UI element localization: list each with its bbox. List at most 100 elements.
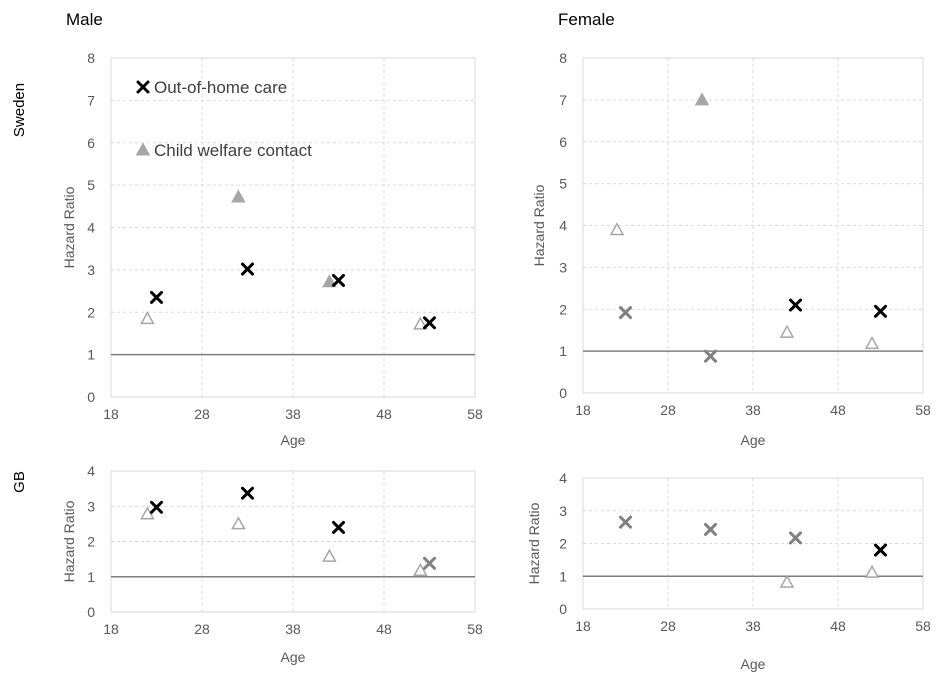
child-welfare-point [322,548,337,562]
child-welfare-point [231,189,246,203]
x-tick-label: 38 [745,402,761,418]
y-tick-label: 5 [559,176,567,192]
child-welfare-point [140,311,155,325]
out-of-home-care-point [704,349,717,363]
x-axis-label: Age [281,649,306,665]
out-of-home-care-point [704,522,717,536]
x-tick-label: 28 [194,406,210,422]
x-tick-label: 18 [575,402,591,418]
row-label-sweden: Sweden [11,83,28,137]
child-welfare-point [864,564,880,578]
x-tick-label: 48 [376,621,392,637]
child-welfare-point [609,222,625,236]
out-of-home-care-point [789,298,802,312]
out-of-home-care-point [150,290,163,304]
out-of-home-care-point [874,543,887,557]
x-tick-label: 18 [103,406,119,422]
out-of-home-care-point [619,306,632,320]
legend: Out-of-home care Child welfare contact [135,78,312,160]
x-axis-label: Age [281,432,306,448]
y-tick-label: 5 [87,177,95,193]
x-tick-label: 38 [285,406,301,422]
y-tick-label: 4 [87,220,95,236]
x-tick-label: 28 [194,621,210,637]
y-tick-label: 1 [559,568,567,584]
y-tick-label: 0 [87,604,95,620]
col-title-female: Female [558,10,615,29]
row-label-gb: GB [11,471,28,493]
x-tick-label: 48 [830,618,846,634]
y-axis-label: Hazard Ratio [531,184,547,266]
y-tick-label: 8 [87,50,95,66]
out-of-home-care-point [874,304,887,318]
x-tick-label: 28 [660,402,676,418]
child-welfare-point [322,274,337,288]
y-tick-label: 2 [559,536,567,552]
y-tick-label: 3 [559,259,567,275]
col-title-male: Male [66,10,103,29]
y-tick-label: 2 [87,534,95,550]
x-tick-label: 48 [830,402,846,418]
y-tick-label: 7 [87,92,95,108]
child-welfare-point [864,336,880,350]
out-of-home-care-point [241,262,254,276]
y-tick-label: 3 [87,498,95,514]
y-tick-label: 0 [559,385,567,401]
x-tick-label: 58 [467,621,483,637]
panel-2: 18 28 38 48 58 0 1 2 3 4 Age Hazard Ratio [61,463,483,665]
y-tick-label: 0 [87,389,95,405]
x-tick-label: 38 [745,618,761,634]
y-tick-label: 6 [87,135,95,151]
x-tick-label: 28 [660,618,676,634]
legend-label: Child welfare contact [154,141,312,160]
y-tick-label: 4 [87,463,95,479]
panel-1: 18 28 38 48 58 0 1 2 3 4 5 6 7 8 Age Hazard Ratio [531,50,931,448]
y-axis-label: Hazard Ratio [61,186,77,268]
y-tick-label: 0 [559,601,567,617]
y-axis-label: Hazard Ratio [526,502,542,584]
y-tick-label: 6 [559,134,567,150]
y-axis-label: Hazard Ratio [61,500,77,582]
child-welfare-point [413,562,428,576]
child-welfare-point [231,516,246,530]
x-tick-label: 18 [103,621,119,637]
x-tick-label: 58 [915,618,931,634]
panel-0: 18 28 38 48 58 0 1 2 3 4 5 6 7 8 Age Hazard Ratio Out-of… [61,50,483,448]
y-tick-label: 3 [87,262,95,278]
child-welfare-point [413,316,428,330]
x-tick-label: 58 [467,406,483,422]
y-tick-label: 1 [87,569,95,585]
x-tick-label: 48 [376,406,392,422]
child-welfare-point [779,324,795,338]
legend-triangle-icon [135,142,151,156]
out-of-home-care-point [332,273,345,287]
y-tick-label: 1 [559,343,567,359]
y-tick-label: 2 [559,301,567,317]
legend-x-icon [136,80,150,94]
panel-3: 18 28 38 48 58 0 1 2 3 4 Age Hazard Ratio [526,470,931,672]
y-tick-label: 4 [559,470,567,486]
out-of-home-care-point [619,515,632,529]
x-axis-label: Age [741,432,766,448]
out-of-home-care-point [332,520,345,534]
x-axis-label: Age [741,656,766,672]
x-tick-label: 18 [575,618,591,634]
x-tick-label: 58 [915,402,931,418]
y-tick-label: 3 [559,503,567,519]
out-of-home-care-point [789,531,802,545]
out-of-home-care-point [423,316,436,330]
child-welfare-point [694,92,710,106]
y-tick-label: 1 [87,347,95,363]
y-tick-label: 7 [559,92,567,108]
child-welfare-point [140,506,155,520]
y-tick-label: 2 [87,304,95,320]
y-tick-label: 8 [559,50,567,66]
x-tick-label: 38 [285,621,301,637]
child-welfare-point [779,574,795,588]
legend-label: Out-of-home care [154,78,287,97]
out-of-home-care-point [241,486,254,500]
y-tick-label: 4 [559,218,567,234]
out-of-home-care-point [423,556,436,570]
